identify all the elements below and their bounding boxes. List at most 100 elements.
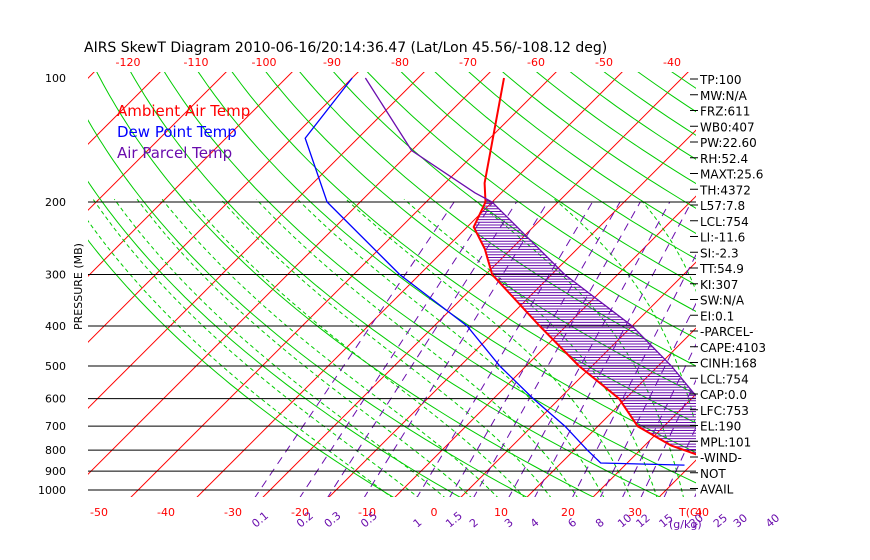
bottom-temp-tick-label: -30 — [224, 506, 242, 519]
top-temp-tick-label: -100 — [252, 56, 277, 69]
pressure-tick-label: 500 — [45, 360, 66, 373]
bottom-temp-tick-label: 10 — [494, 506, 508, 519]
isotherm-line — [0, 59, 41, 499]
mixing-ratio-tick-label: 1 — [411, 516, 425, 530]
bottom-temp-tick-label: 40 — [695, 506, 709, 519]
stat-value: RH:52.4 — [700, 152, 748, 166]
stat-value: LCL:754 — [700, 215, 749, 229]
stat-value: WB0:407 — [700, 120, 755, 134]
pressure-tick-label: 100 — [45, 72, 66, 85]
stat-value: EI:0.1 — [700, 309, 734, 323]
series-line-air-parcel-temp — [364, 77, 696, 397]
isotherm-line — [196, 72, 623, 497]
cape-hatching — [474, 200, 696, 453]
moist-adiabat-line — [161, 198, 498, 497]
isotherm-line — [88, 72, 227, 211]
legend-item: Dew Point Temp — [117, 123, 237, 141]
stat-value: KI:307 — [700, 278, 738, 292]
stat-value: EL:190 — [700, 420, 741, 434]
isotherm-line — [460, 261, 696, 497]
mixing-ratio-tick-label: 40 — [763, 511, 782, 530]
moist-adiabat-line — [88, 220, 392, 497]
bottom-temp-tick-label: 30 — [628, 506, 642, 519]
moist-adiabat-line — [189, 198, 525, 497]
mixing-ratio-line — [771, 202, 870, 499]
dry-adiabat-line — [265, 72, 696, 395]
dry-adiabat-line — [434, 72, 696, 260]
isotherm-line — [130, 72, 557, 497]
stat-value: LCL:754 — [700, 372, 749, 386]
stat-value: TP:100 — [699, 73, 742, 87]
isobars — [88, 201, 696, 491]
stat-value: L57:7.8 — [700, 199, 745, 213]
series-line-dew-point-temp — [304, 77, 685, 466]
stat-value: LI:-11.6 — [700, 231, 745, 245]
stat-value: TT:54.9 — [699, 262, 744, 276]
pressure-tick-label: 800 — [45, 444, 66, 457]
mixing-ratio-tick-label: 8 — [593, 516, 607, 530]
top-temp-tick-label: -60 — [527, 56, 545, 69]
pressure-tick-label: 600 — [45, 393, 66, 406]
stat-value: SI:-2.3 — [700, 246, 739, 260]
pressure-tick-label: 400 — [45, 320, 66, 333]
chart-title: AIRS SkewT Diagram 2010-06-16/20:14:36.4… — [84, 40, 607, 56]
stat-value: SW:N/A — [700, 294, 745, 308]
mixing-ratio-line — [508, 201, 671, 497]
moist-adiabat-line — [136, 198, 472, 497]
moist-adiabat-line — [781, 199, 790, 499]
dry-adiabat-line — [299, 72, 696, 367]
mixing-ratio-line — [363, 201, 549, 497]
top-temp-tick-label: -40 — [663, 56, 681, 69]
moist-adiabat-line — [554, 198, 696, 430]
mixing-ratio-line — [473, 201, 641, 497]
bottom-temp-tick-label: -50 — [90, 506, 108, 519]
mixing-ratio-tick-label: 0.3 — [322, 509, 344, 530]
series-line-ambient-air-temp — [472, 77, 696, 456]
top-temp-tick-label: -110 — [184, 56, 209, 69]
pressure-tick-label: 900 — [45, 465, 66, 478]
dry-adiabat-line — [502, 72, 696, 209]
dry-adiabat-line — [792, 63, 870, 499]
stat-value: FRZ:611 — [700, 105, 750, 119]
legend: Ambient Air Temp Dew Point Temp Air Parcel… — [117, 102, 250, 162]
pressure-tick-label: 300 — [45, 269, 66, 282]
pressure-tick-label: 200 — [45, 196, 66, 209]
stat-value: AVAIL — [700, 483, 734, 497]
dry-adiabat-line — [163, 72, 696, 484]
top-temp-tick-label: -80 — [391, 56, 409, 69]
mixing-ratio-tick-label: 3 — [502, 516, 516, 530]
mixing-ratio-line — [449, 201, 621, 497]
dry-adiabat-line — [826, 63, 870, 499]
mixing-ratio-tick-label: 2 — [467, 516, 481, 530]
isotherm-line — [88, 72, 293, 277]
bottom-temp-tick-label: -10 — [358, 506, 376, 519]
stat-value: NOT — [700, 467, 726, 481]
dry-adiabat-line — [569, 72, 696, 160]
top-temp-tick-label: -90 — [323, 56, 341, 69]
mixing-ratio-line — [299, 201, 494, 497]
sounding-series — [304, 77, 696, 466]
mixing-ratio-tick-label: 4 — [528, 516, 542, 530]
isotherm-line — [88, 72, 359, 343]
isotherm-line — [88, 72, 161, 145]
stat-value: -WIND- — [700, 451, 742, 465]
dry-adiabat-line — [366, 72, 696, 312]
dry-adiabat-line — [859, 63, 870, 499]
mixing-ratio-line — [416, 201, 593, 497]
isotherm-line — [789, 59, 870, 499]
stat-value: CAP:0.0 — [700, 388, 747, 402]
mixing-ratio-line — [327, 201, 517, 497]
moist-adiabat-line — [255, 198, 578, 497]
dry-adiabat-line — [400, 72, 696, 286]
isotherm-line — [262, 72, 689, 497]
stat-value: MAXT:25.6 — [700, 168, 763, 182]
isotherm-line — [394, 195, 696, 497]
mixing-ratio-tick-label: 30 — [731, 511, 750, 530]
isotherm-line — [855, 59, 870, 499]
dry-adiabat-line — [231, 72, 696, 424]
temp-unit-label: T(C) — [678, 506, 702, 519]
top-temp-tick-label: -120 — [116, 56, 141, 69]
dry-adiabat-line — [535, 72, 696, 185]
